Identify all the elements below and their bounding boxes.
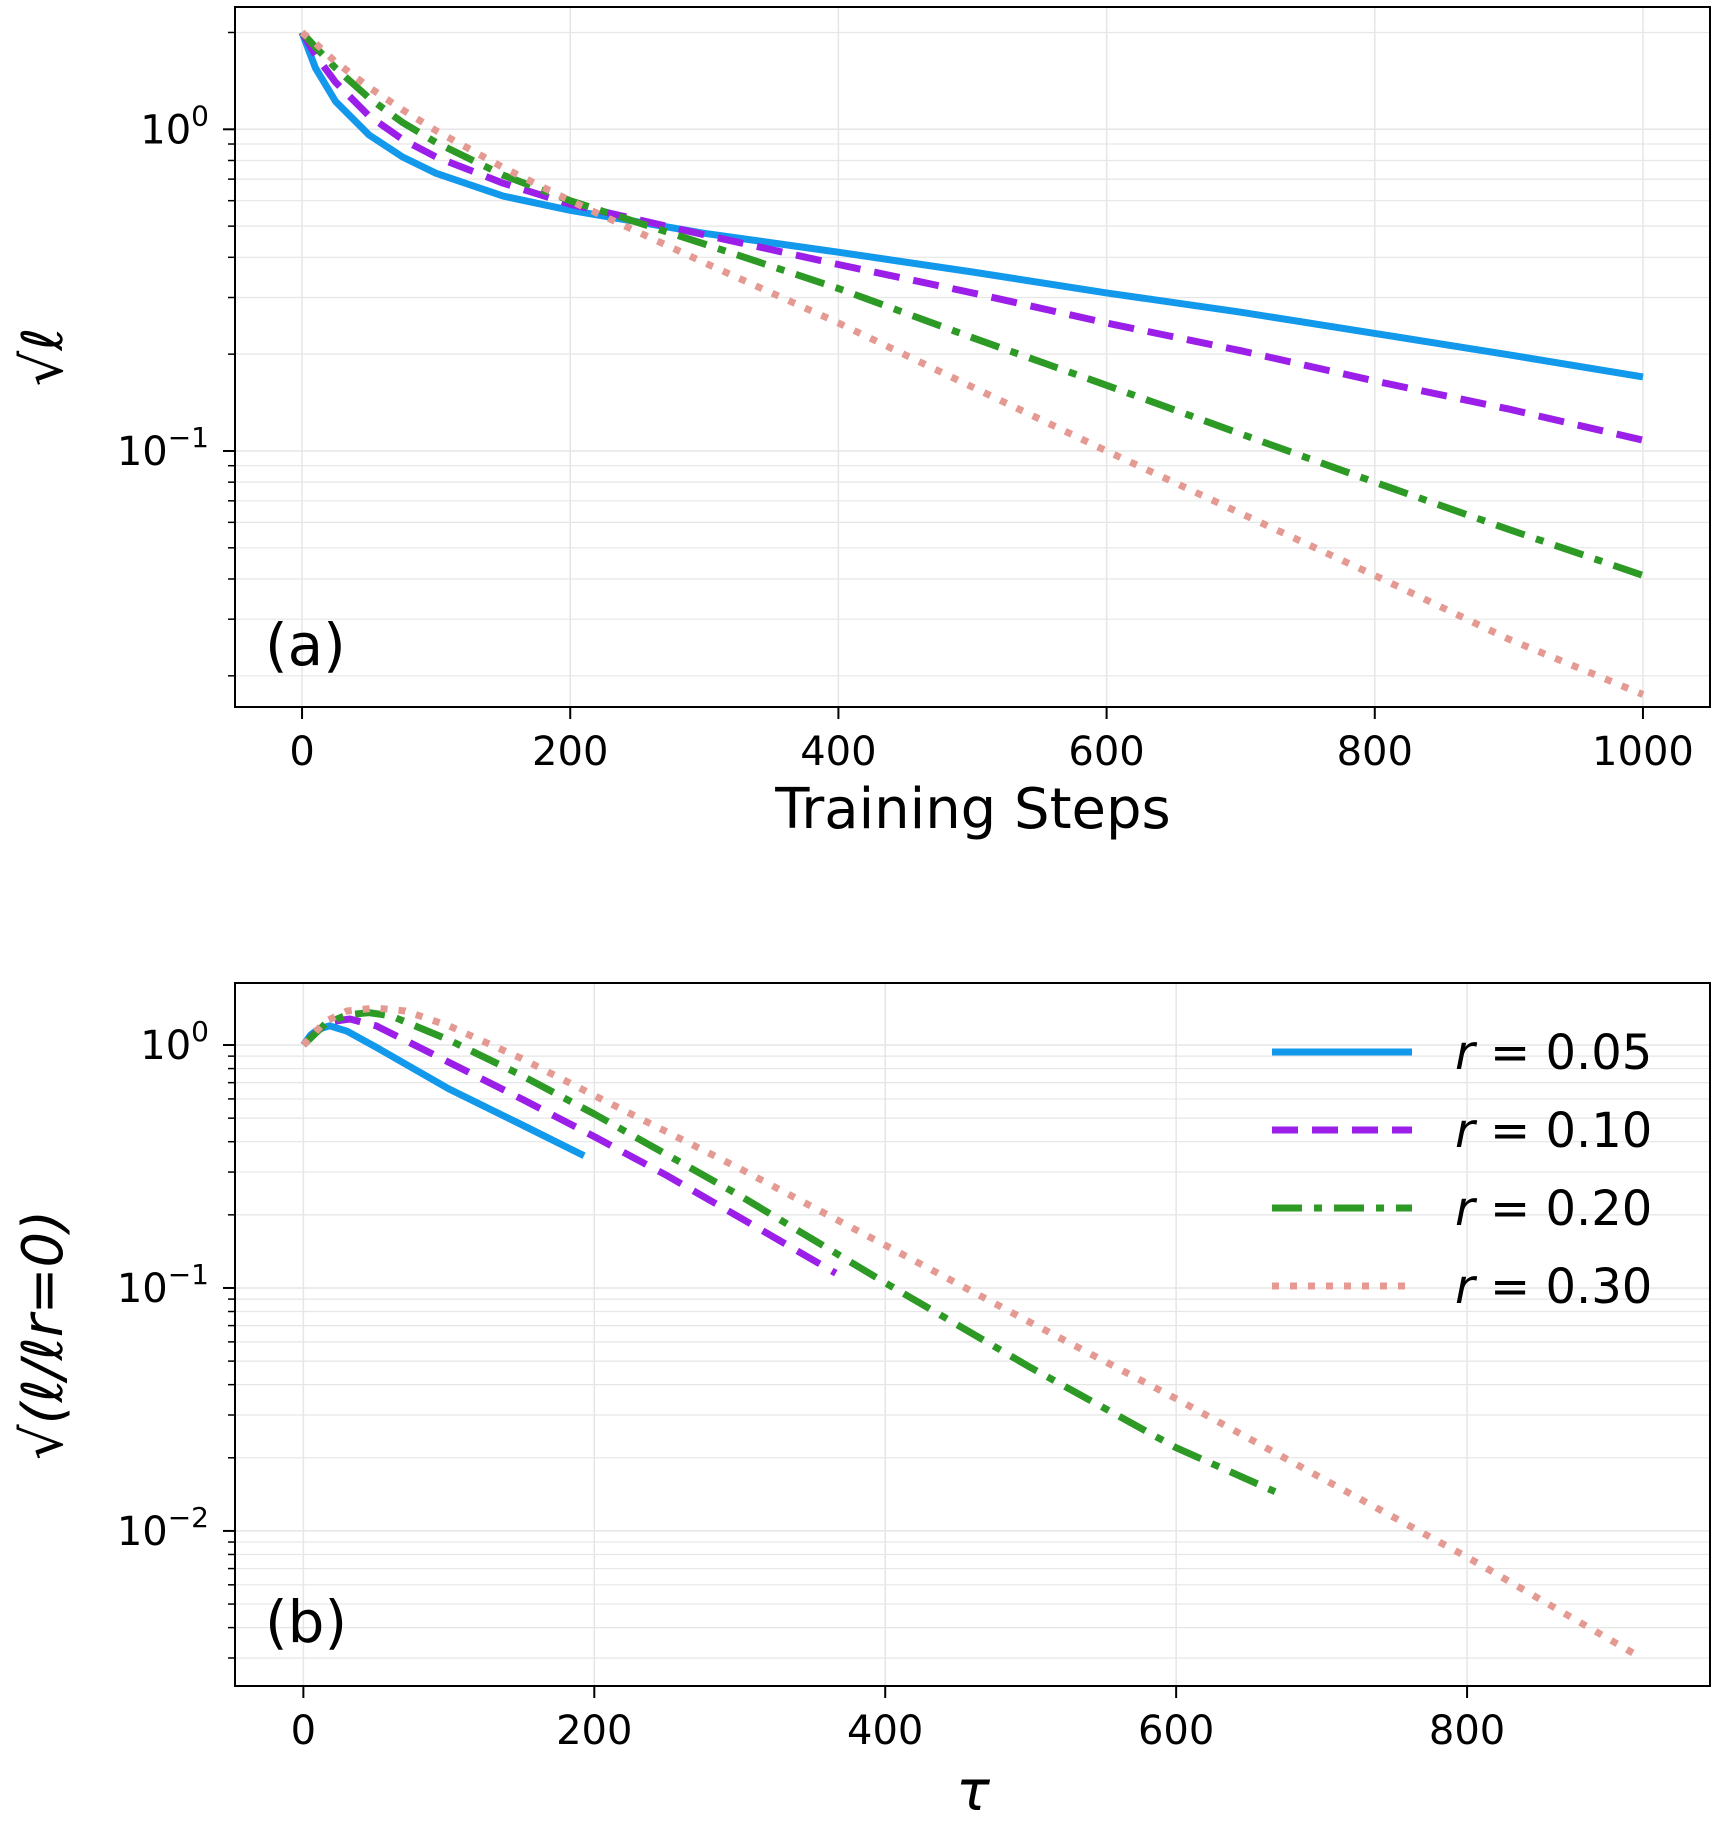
legend-label-r030: r = 0.30 <box>1455 1259 1652 1315</box>
panel-a: 0 200 400 600 800 1000 100 10−1 (a) Training St… <box>11 6 1711 842</box>
x-tick-label: 600 <box>1068 729 1144 775</box>
x-tick-label: 1000 <box>1592 729 1694 775</box>
panel-b-label: (b) <box>265 1588 347 1656</box>
panel-b-ticks: 0 200 400 600 800 100 10−1 10−2 <box>117 1015 1505 1754</box>
legend-label-r005: r = 0.05 <box>1455 1025 1652 1081</box>
panel-b-series <box>300 1004 1644 1662</box>
series-line-r020 <box>299 30 1645 579</box>
panel-a-x-axis-title: Training Steps <box>774 777 1170 842</box>
legend-label-r020: r = 0.20 <box>1455 1181 1652 1237</box>
panel-b-y-axis-title: √(ℓ/ℓr=0) <box>11 1210 76 1460</box>
panel-a-label: (a) <box>265 611 346 679</box>
y-tick-label: 10−2 <box>117 1501 209 1555</box>
series-line-r010 <box>298 30 1644 444</box>
y-tick-label: 100 <box>140 99 209 153</box>
x-tick-label: 200 <box>556 1708 632 1754</box>
y-tick-label: 10−1 <box>117 421 209 475</box>
x-tick-label: 800 <box>1337 729 1413 775</box>
panel-a-grid <box>235 7 1710 707</box>
panel-b-frame <box>234 982 1711 1687</box>
series-line-r010 <box>300 1015 838 1277</box>
panel-a-frame <box>234 6 1711 708</box>
legend: r = 0.05 r = 0.10 r = 0.20 r = 0.30 <box>1272 1025 1652 1315</box>
panel-b-grid <box>235 983 1710 1686</box>
x-tick-label: 200 <box>532 729 608 775</box>
panel-a-series <box>298 29 1645 698</box>
x-tick-label: 800 <box>1429 1708 1505 1754</box>
panel-a-y-axis-title: √ℓ <box>11 328 76 387</box>
panel-b: 0 200 400 600 800 100 10−1 10−2 (b) τ √(ℓ/ℓr=0)… <box>11 982 1711 1824</box>
x-tick-label: 400 <box>847 1708 923 1754</box>
x-tick-label: 0 <box>289 729 314 775</box>
x-tick-label: 0 <box>291 1708 316 1754</box>
x-tick-label: 400 <box>800 729 876 775</box>
panel-a-ticks: 0 200 400 600 800 1000 100 10−1 <box>117 31 1694 775</box>
x-tick-label: 600 <box>1138 1708 1214 1754</box>
series-line-r020 <box>300 1009 1277 1495</box>
y-tick-label: 100 <box>140 1015 209 1069</box>
y-tick-label: 10−1 <box>117 1258 209 1312</box>
legend-label-r010: r = 0.10 <box>1455 1103 1652 1159</box>
panel-b-x-axis-title: τ <box>956 1759 990 1824</box>
